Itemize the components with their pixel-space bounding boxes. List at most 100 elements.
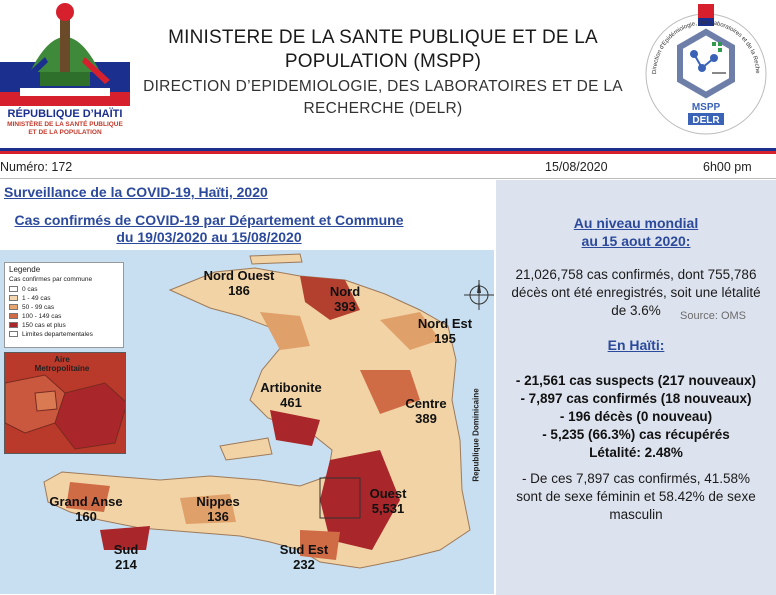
bulletin-time: 6h00 pm xyxy=(703,160,752,174)
legend-item: Limites departementales xyxy=(9,330,119,338)
dept-nord: Nord 393 xyxy=(320,284,370,314)
legend-label: 1 - 49 cas xyxy=(22,294,51,302)
legend-swatch xyxy=(9,286,18,292)
world-stats-line-1: 21,026,758 cas confirmés, dont 755,786 xyxy=(515,267,757,282)
dept-nippes-name: Nippes xyxy=(196,494,240,509)
legend-swatch xyxy=(9,331,18,337)
dept-nord-name: Nord xyxy=(329,284,361,299)
neighbor-country-text: Republique Dominicaine xyxy=(471,388,481,482)
map-title-line-2: du 19/03/2020 au 15/08/2020 xyxy=(116,229,302,245)
dept-nord-ouest-value: 186 xyxy=(228,283,250,298)
legend-item: 0 cas xyxy=(9,285,119,293)
dept-nord-est-value: 195 xyxy=(434,331,456,346)
compass-icon xyxy=(462,278,496,312)
legend-label: Limites departementales xyxy=(22,330,93,338)
ministry-name: MINISTÈRE DE LA SANTÉ PUBLIQUE ET DE LA … xyxy=(0,121,130,137)
sex-breakdown: - De ces 7,897 cas confirmés, 41.58% son… xyxy=(496,470,776,524)
directorate-line-2: RECHERCHE (DELR) xyxy=(303,100,463,117)
legend-subtitle: Cas confirmes par commune xyxy=(9,276,93,283)
ministry-title-line-2: POPULATION (MSPP) xyxy=(284,51,482,72)
dept-grand-anse-value: 160 xyxy=(75,509,97,524)
directorate-subtitle: DIRECTION D’EPIDEMIOLOGIE, DES LABORATOI… xyxy=(130,76,636,120)
haiti-confirmed: - 7,897 cas confirmés (18 nouveaux) xyxy=(520,391,752,406)
source-note: Source: OMS xyxy=(680,310,747,322)
legend-swatch xyxy=(9,304,18,310)
bulletin-number: Numéro: 172 xyxy=(0,160,73,174)
dept-sud-value: 214 xyxy=(115,557,137,572)
haiti-lethality: Létalité: 2.48% xyxy=(589,445,683,460)
world-stats: 21,026,758 cas confirmés, dont 755,786 d… xyxy=(496,266,776,320)
legend-swatch xyxy=(9,322,18,328)
neighbor-country-label: Republique Dominicaine xyxy=(470,380,482,490)
dept-centre: Centre 389 xyxy=(396,396,456,426)
ministry-title: MINISTERE DE LA SANTE PUBLIQUE ET DE LA … xyxy=(130,26,636,74)
world-heading: Au niveau mondial au 15 aout 2020: xyxy=(496,214,776,250)
meta-divider xyxy=(0,178,776,179)
haiti-stats: - 21,561 cas suspects (217 nouveaux) - 7… xyxy=(496,372,776,462)
dept-sud: Sud 214 xyxy=(104,542,148,572)
republic-name: RÉPUBLIQUE D’HAÏTI xyxy=(7,108,123,120)
logo-delr-text: DELR xyxy=(692,115,720,126)
metro-inset-map: Aire Metropolitaine xyxy=(4,352,126,454)
dept-sud-est-name: Sud Est xyxy=(279,542,329,557)
sex-breakdown-line-2: sont de sexe féminin et 58.42% de sexe xyxy=(516,489,756,504)
world-stats-line-3: de 3.6% xyxy=(611,303,661,318)
dept-nord-ouest: Nord Ouest 186 xyxy=(194,268,284,298)
map-title: Cas confirmés de COVID-19 par Départemen… xyxy=(0,212,418,246)
dept-artibonite-value: 461 xyxy=(280,395,302,410)
logo-mspp-text: MSPP xyxy=(692,102,721,113)
dept-sud-est: Sud Est 232 xyxy=(270,542,338,572)
dept-nord-est-name: Nord Est xyxy=(417,316,473,331)
haiti-heading: En Haïti: xyxy=(607,337,665,353)
header: RÉPUBLIQUE D’HAÏTI MINISTÈRE DE LA SANTÉ… xyxy=(0,0,776,148)
haiti-deaths: - 196 décès (0 nouveau) xyxy=(559,409,713,424)
dept-nippes-value: 136 xyxy=(207,509,229,524)
dept-nord-est: Nord Est 195 xyxy=(408,316,482,346)
blue-divider xyxy=(0,148,776,151)
metro-inset-shape xyxy=(5,374,125,450)
legend-item: 50 - 99 cas xyxy=(9,303,119,311)
legend-label: 150 cas et plus xyxy=(22,321,66,329)
inset-label: Aire Metropolitaine xyxy=(34,355,90,373)
red-divider xyxy=(0,151,776,154)
bulletin-date: 15/08/2020 xyxy=(545,160,608,174)
legend-label: 50 - 99 cas xyxy=(22,303,55,311)
haiti-suspected: - 21,561 cas suspects (217 nouveaux) xyxy=(515,373,757,388)
haiti-coat-of-arms-logo xyxy=(0,2,130,146)
dept-grand-anse: Grand Anse 160 xyxy=(46,494,126,524)
map-legend: Legende Cas confirmes par commune 0 cas … xyxy=(4,262,124,348)
legend-label: 100 - 149 cas xyxy=(22,312,62,320)
legend-item: 100 - 149 cas xyxy=(9,312,119,320)
world-stats-line-2: décès ont été enregistrés, soit une léta… xyxy=(511,285,761,300)
sex-breakdown-line-3: masculin xyxy=(609,507,663,522)
dept-nippes: Nippes 136 xyxy=(188,494,248,524)
dept-grand-anse-name: Grand Anse xyxy=(49,494,123,509)
dept-nord-ouest-name: Nord Ouest xyxy=(203,268,275,283)
dept-ouest-name: Ouest xyxy=(369,486,407,501)
delr-logo: MSPP DELR Direction d'Epidémiologie, des… xyxy=(634,0,772,140)
dept-ouest: Ouest 5,531 xyxy=(356,486,420,516)
legend-title: Legende xyxy=(9,265,41,274)
dept-sud-est-value: 232 xyxy=(293,557,315,572)
legend-swatch xyxy=(9,295,18,301)
dept-centre-name: Centre xyxy=(405,396,447,411)
dept-artibonite-name: Artibonite xyxy=(260,380,322,395)
dept-artibonite: Artibonite 461 xyxy=(252,380,330,410)
directorate-line-1: DIRECTION D’EPIDEMIOLOGIE, DES LABORATOI… xyxy=(143,78,623,95)
sex-breakdown-line-1: - De ces 7,897 cas confirmés, 41.58% xyxy=(521,471,751,486)
world-heading-line-2: au 15 aout 2020: xyxy=(581,233,691,249)
map-title-line-1: Cas confirmés de COVID-19 par Départemen… xyxy=(14,212,404,228)
dept-ouest-value: 5,531 xyxy=(371,501,405,516)
legend-swatch xyxy=(9,313,18,319)
surveillance-title: Surveillance de la COVID-19, Haïti, 2020 xyxy=(4,184,268,200)
legend-item: 1 - 49 cas xyxy=(9,294,119,302)
stats-panel: Au niveau mondial au 15 aout 2020: 21,02… xyxy=(496,180,776,595)
dept-sud-name: Sud xyxy=(113,542,139,557)
ministry-line-1: MINISTÈRE DE LA SANTÉ PUBLIQUE xyxy=(7,121,123,128)
world-heading-line-1: Au niveau mondial xyxy=(573,215,699,231)
ministry-line-2: ET DE LA POPULATION xyxy=(28,129,102,136)
haiti-recovered: - 5,235 (66.3%) cas récupérés xyxy=(542,427,730,442)
dept-nord-value: 393 xyxy=(334,299,356,314)
legend-label: 0 cas xyxy=(22,285,38,293)
legend-item: 150 cas et plus xyxy=(9,321,119,329)
